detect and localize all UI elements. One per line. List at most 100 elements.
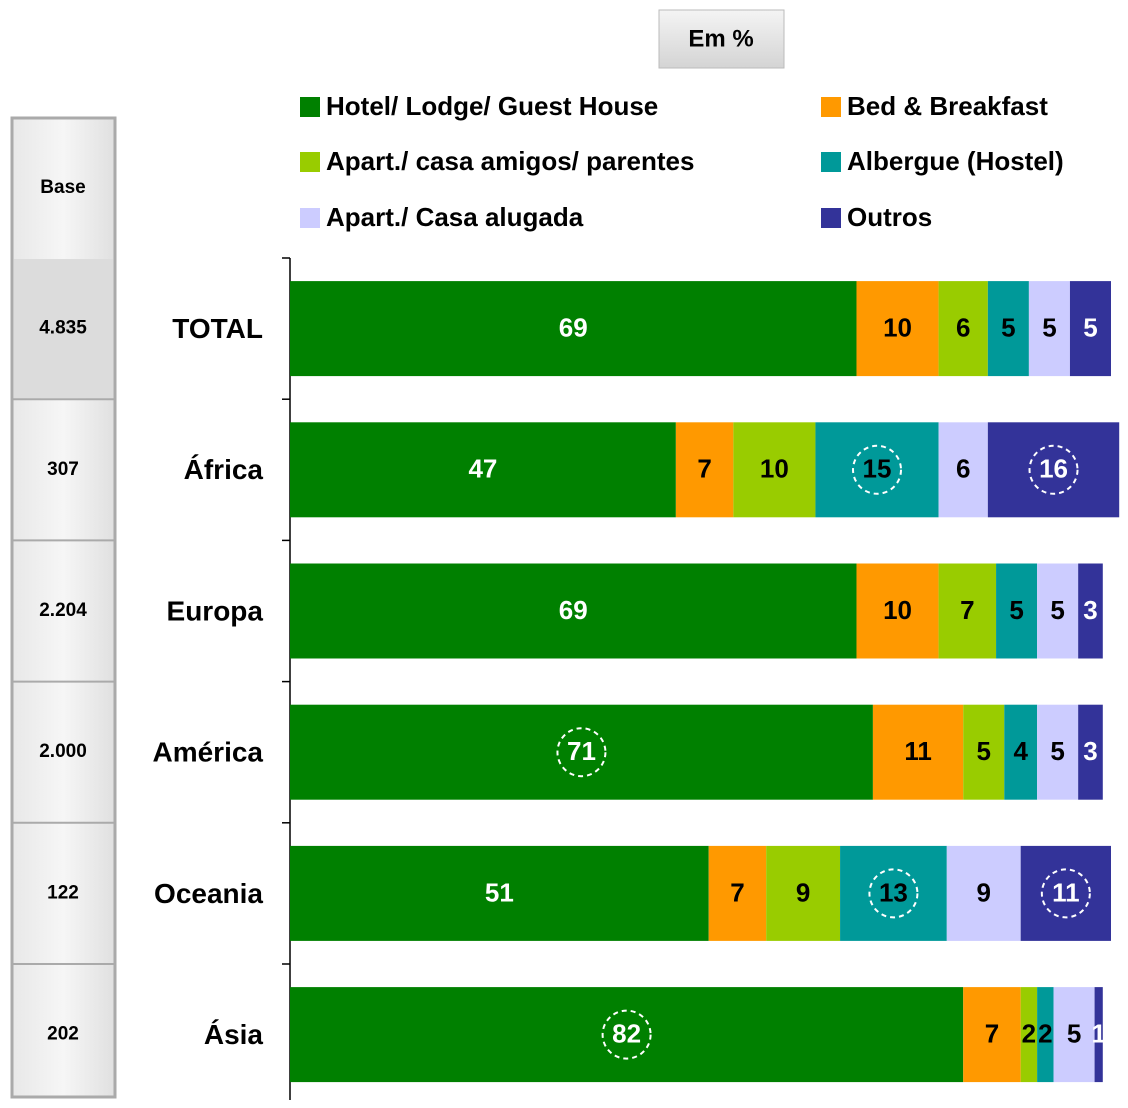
bar-segment — [856, 563, 939, 659]
value-label: 10 — [883, 595, 912, 625]
bar-segment — [1053, 987, 1095, 1083]
highlight-circle — [556, 727, 607, 778]
bar-segment — [987, 422, 1120, 518]
value-label: 71 — [567, 736, 596, 766]
bar-segment — [938, 281, 988, 377]
bar-segment — [290, 987, 964, 1083]
bar-segment — [963, 987, 1021, 1083]
value-label: 7 — [960, 595, 974, 625]
value-label: 5 — [1083, 312, 1097, 342]
bar-segment — [872, 704, 964, 800]
bar-segment — [1020, 845, 1111, 941]
legend-label: Hotel/ Lodge/ Guest House — [326, 91, 658, 121]
bar-segment — [1094, 987, 1103, 1083]
value-label: 10 — [883, 312, 912, 342]
bar-segment — [1078, 704, 1103, 800]
bar-segment — [840, 845, 947, 941]
value-label: 3 — [1083, 595, 1097, 625]
unit-label: Em % — [688, 25, 753, 52]
value-label: 7 — [730, 877, 744, 907]
highlight-circle — [601, 1009, 652, 1060]
bar-segment — [290, 704, 873, 800]
bar-segment — [946, 845, 1021, 941]
value-label: 7 — [985, 1018, 999, 1048]
value-label: 2 — [1022, 1018, 1036, 1048]
bar-segment — [815, 422, 939, 518]
category-label: Oceania — [154, 878, 263, 909]
bar-segment — [1078, 563, 1103, 659]
value-label: 69 — [559, 595, 588, 625]
value-label: 11 — [904, 736, 932, 766]
bar-segment — [938, 563, 997, 659]
value-label: 7 — [697, 454, 711, 484]
value-label: 1 — [1091, 1018, 1105, 1048]
legend-swatch — [821, 152, 841, 172]
category-label: América — [152, 737, 263, 768]
value-label: 9 — [796, 877, 810, 907]
highlight-circle — [1028, 444, 1079, 495]
base-value: 4.835 — [39, 318, 87, 339]
base-value: 2.000 — [39, 741, 87, 762]
legend-label: Bed & Breakfast — [847, 91, 1048, 121]
bar-segment — [1004, 704, 1038, 800]
category-label: Ásia — [204, 1019, 264, 1050]
legend-label: Apart./ casa amigos/ parentes — [326, 146, 694, 176]
highlight-circle — [852, 444, 903, 495]
bar-segment — [996, 563, 1038, 659]
value-label: 69 — [559, 312, 588, 342]
bar-segment — [1037, 987, 1054, 1083]
category-label: África — [184, 454, 264, 485]
legend-swatch — [300, 208, 320, 228]
value-label: 4 — [1013, 736, 1028, 766]
value-label: 16 — [1039, 454, 1068, 484]
legend-swatch — [821, 97, 841, 117]
value-label: 3 — [1083, 736, 1097, 766]
value-label: 11 — [1052, 877, 1080, 907]
bar-segment — [708, 845, 767, 941]
value-label: 10 — [760, 454, 789, 484]
base-value: 202 — [47, 1024, 79, 1045]
value-label: 13 — [879, 877, 908, 907]
bar-segment — [1020, 987, 1038, 1083]
bar-segment — [963, 704, 1005, 800]
legend-label: Outros — [847, 202, 932, 232]
legend-label: Apart./ Casa alugada — [326, 202, 584, 232]
bar-segment — [856, 281, 939, 377]
base-value: 122 — [47, 882, 79, 903]
bar-segment — [1069, 281, 1111, 377]
bar-segment — [290, 845, 709, 941]
value-label: 6 — [956, 454, 970, 484]
value-label: 6 — [956, 312, 970, 342]
legend-swatch — [300, 97, 320, 117]
bar-segment — [675, 422, 734, 518]
value-label: 15 — [863, 454, 892, 484]
base-value: 307 — [47, 459, 79, 480]
value-label: 5 — [1001, 312, 1015, 342]
category-label: TOTAL — [172, 313, 263, 344]
value-label: 5 — [1050, 595, 1064, 625]
value-label: 5 — [1050, 736, 1064, 766]
highlight-circle — [1040, 868, 1091, 919]
value-label: 5 — [1042, 312, 1056, 342]
base-header: Base — [40, 177, 85, 198]
bar-segment — [1037, 563, 1079, 659]
bar-segment — [987, 281, 1029, 377]
base-highlight — [14, 259, 113, 399]
value-label: 9 — [977, 877, 991, 907]
bar-segment — [938, 422, 988, 518]
legend-swatch — [300, 152, 320, 172]
bar-segment — [290, 281, 857, 377]
base-value: 2.204 — [39, 600, 87, 621]
value-label: 5 — [977, 736, 991, 766]
value-label: 2 — [1038, 1018, 1052, 1048]
value-label: 51 — [485, 877, 514, 907]
value-label: 5 — [1067, 1018, 1081, 1048]
highlight-circle — [868, 868, 919, 919]
value-label: 5 — [1009, 595, 1023, 625]
unit-box — [658, 9, 785, 69]
value-label: 82 — [612, 1018, 641, 1048]
bar-segment — [766, 845, 841, 941]
bar-segment — [290, 422, 676, 518]
bar-segment — [290, 563, 857, 659]
